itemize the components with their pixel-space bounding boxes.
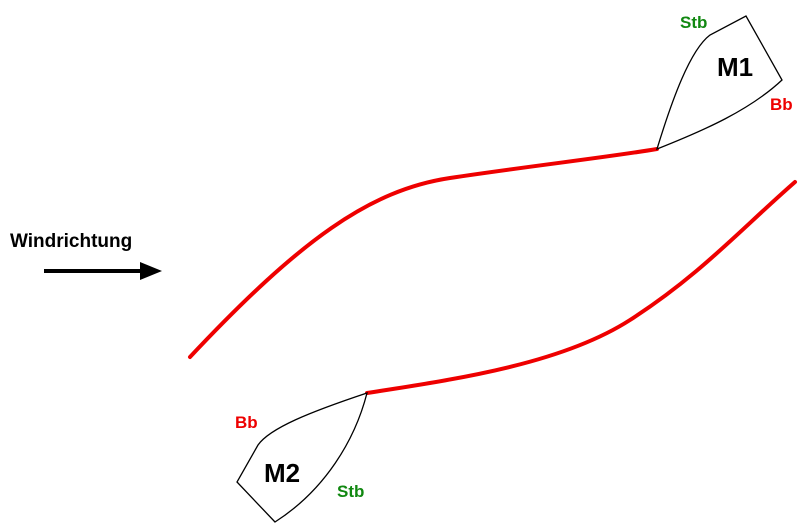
boat-m2-hull [236,392,368,523]
track-lower [365,180,797,395]
track-upper [188,147,659,359]
wind-direction-label: Windrichtung [10,231,132,252]
boat-m1: M1 Stb Bb [655,13,793,151]
boat-m1-hull [655,15,783,151]
boat-m2-starboard-label: Stb [337,482,364,501]
boat-m2: M2 Stb Bb [235,392,368,523]
boat-m2-port-label: Bb [235,413,258,432]
boat-m1-label: M1 [717,52,753,82]
boat-m1-starboard-label: Stb [680,13,707,32]
boat-m1-port-label: Bb [770,95,793,114]
boat-m2-label: M2 [264,458,300,488]
wind-arrow-icon [44,262,162,280]
